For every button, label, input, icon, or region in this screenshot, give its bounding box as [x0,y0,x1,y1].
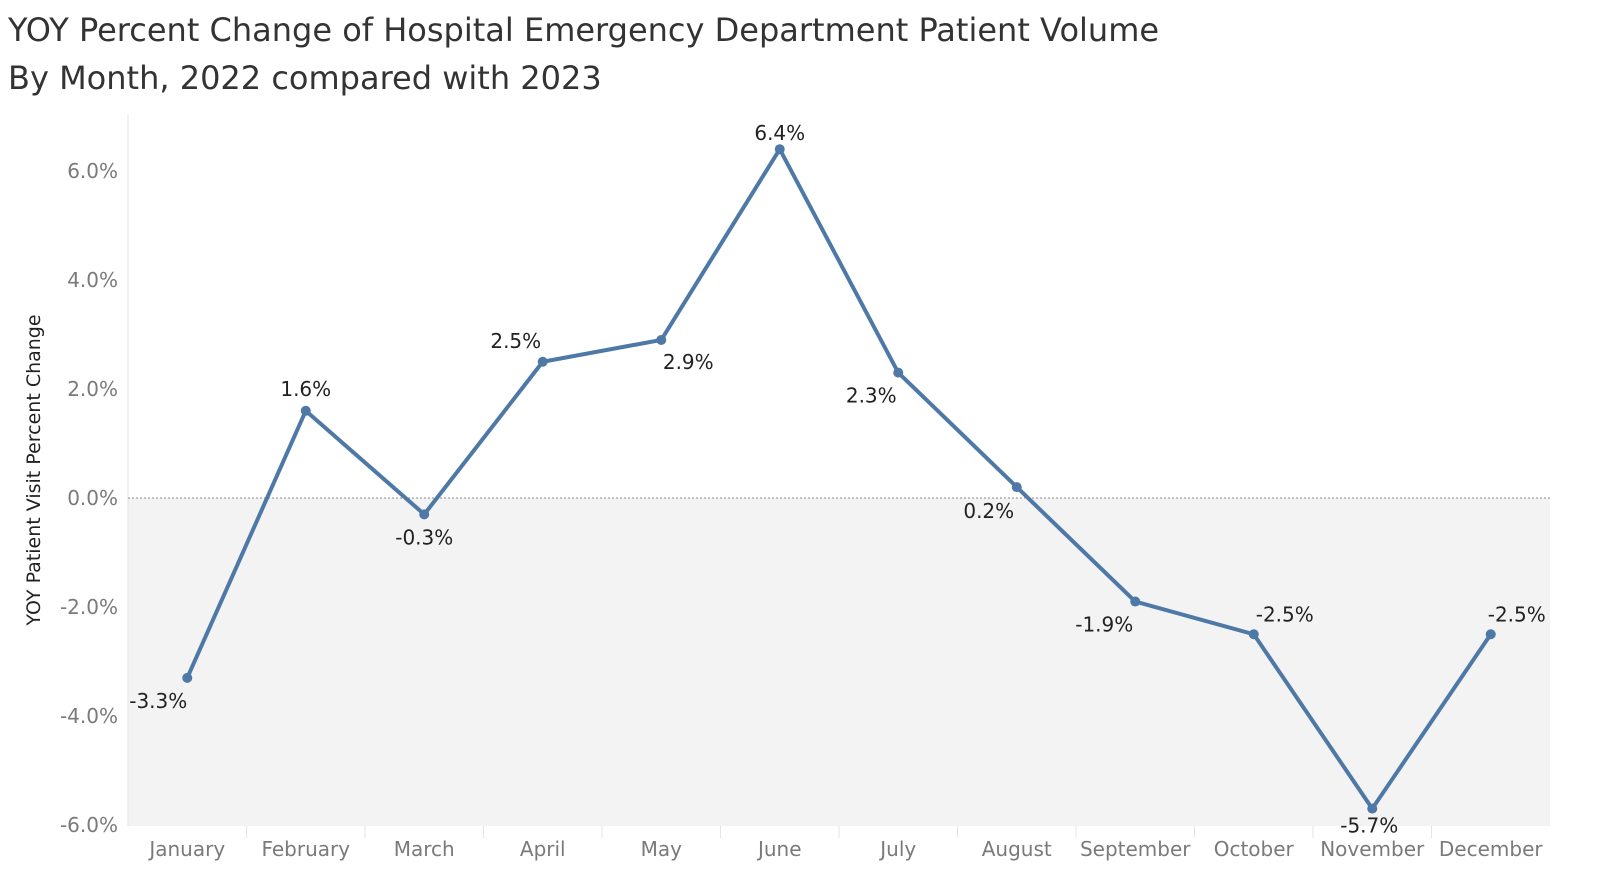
data-label: 2.5% [490,329,541,353]
y-tick-label: 6.0% [67,159,118,183]
x-tick-label: April [520,837,566,861]
negative-region-band [128,498,1550,826]
y-axis-title: YOY Patient Visit Percent Change [23,314,45,626]
data-point [300,405,311,416]
series-line [185,147,1493,811]
y-tick-label: 0.0% [67,486,118,510]
x-tick-label: August [982,837,1052,861]
data-label: -5.7% [1340,814,1398,838]
y-tick-label: -6.0% [60,813,118,837]
data-label: -0.3% [395,525,453,549]
data-point [419,509,430,520]
data-label: 1.6% [280,377,331,401]
data-label: 2.9% [663,350,714,374]
x-tick-label: June [756,837,802,861]
x-tick-label: February [261,837,350,861]
data-label: -2.5% [1488,602,1546,626]
x-tick-label: December [1439,837,1543,861]
data-point [1485,629,1496,640]
data-point [656,334,667,345]
x-tick-label: May [641,837,683,861]
y-tick-label: 4.0% [67,268,118,292]
y-tick-label: -2.0% [60,595,118,619]
chart-title-block: YOY Percent Change of Hospital Emergency… [8,6,1159,102]
x-tick-label: October [1214,837,1295,861]
data-point [774,144,785,155]
data-point [1248,629,1259,640]
y-tick-label: 2.0% [67,377,118,401]
x-tick-label: November [1320,837,1425,861]
data-point [1367,803,1378,814]
data-point [537,356,548,367]
data-label: 6.4% [754,121,805,145]
data-point [1011,482,1022,493]
chart-title: YOY Percent Change of Hospital Emergency… [8,11,1160,49]
data-point [893,367,904,378]
data-label: -2.5% [1256,602,1314,626]
data-label: -3.3% [129,689,187,713]
x-tick-label: January [147,837,225,861]
x-tick-label: July [878,837,916,861]
x-tick-label: March [394,837,455,861]
chart-subtitle: By Month, 2022 compared with 2023 [8,59,602,97]
data-label: 2.3% [846,384,897,408]
x-tick-label: September [1080,837,1191,861]
data-point [182,672,193,683]
y-tick-label: -4.0% [60,704,118,728]
data-label: -1.9% [1075,613,1133,637]
data-point [1130,596,1141,607]
data-label: 0.2% [963,499,1014,523]
